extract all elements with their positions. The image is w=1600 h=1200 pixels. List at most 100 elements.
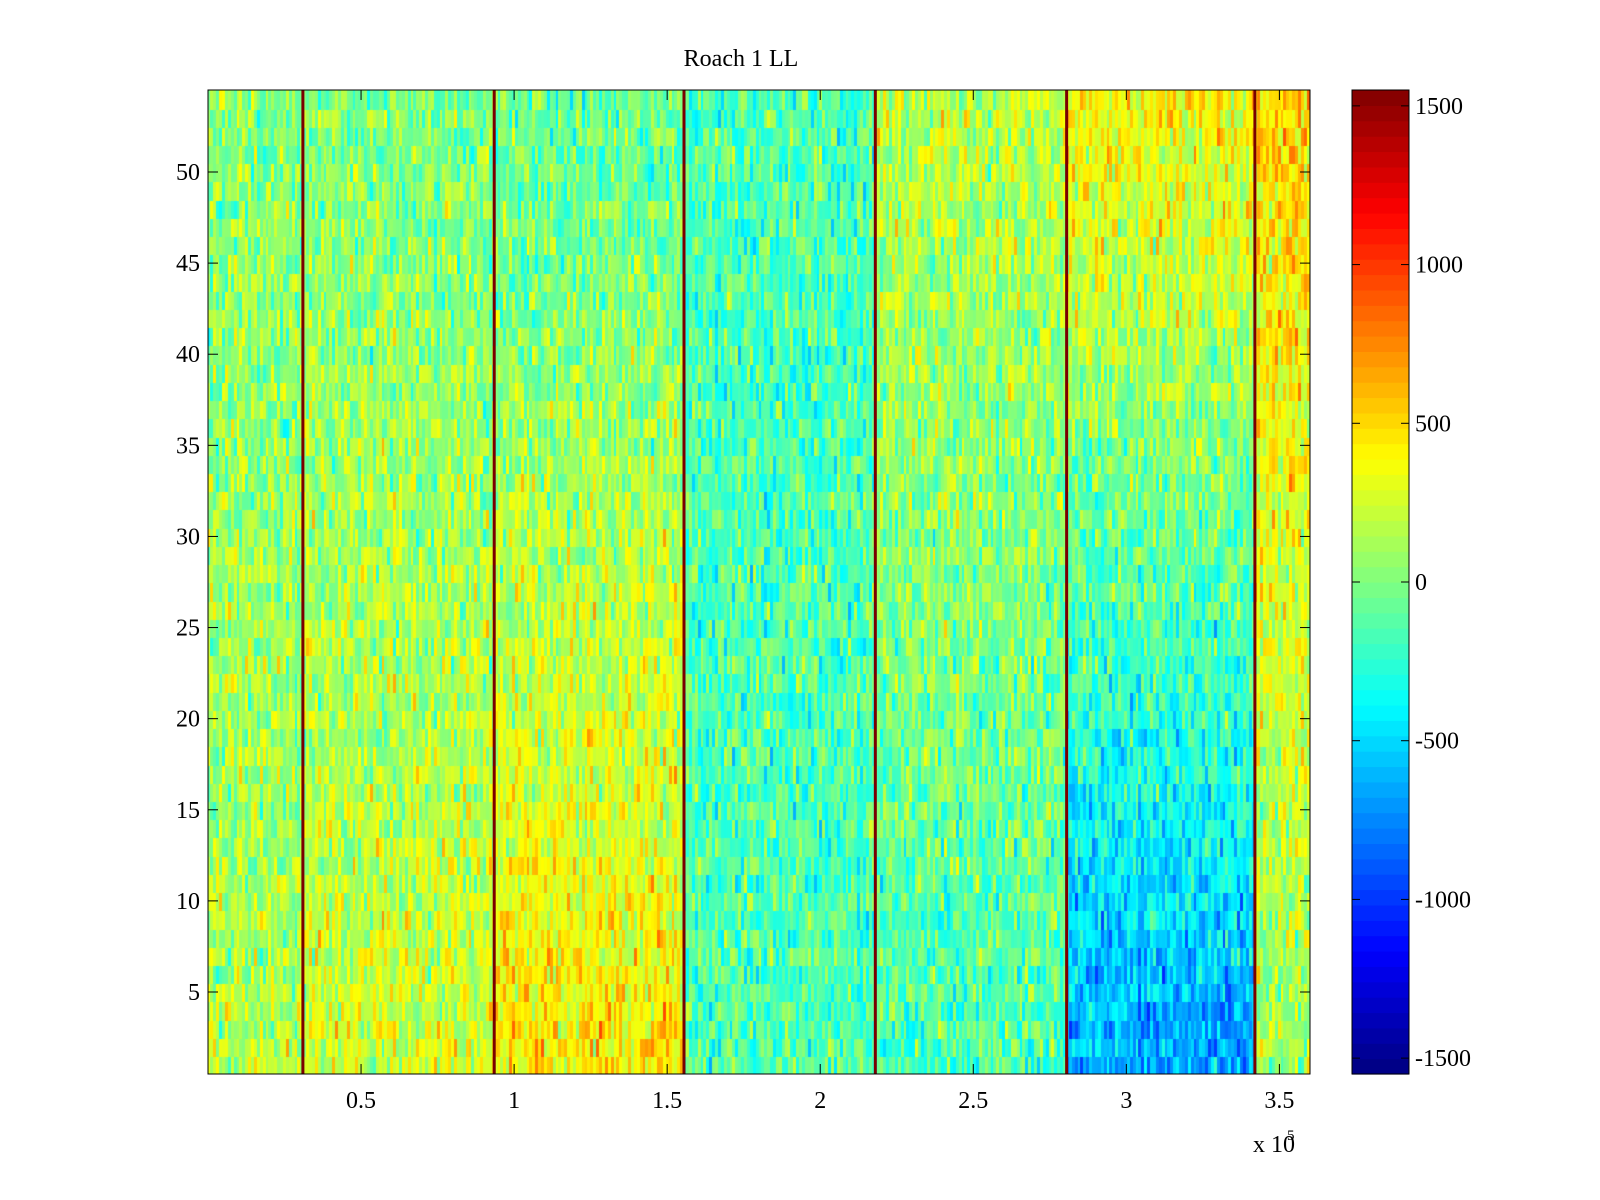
x-tick-label: 2.5 (958, 1088, 988, 1114)
colorbar-band (1352, 136, 1409, 153)
colorbar-band (1352, 628, 1409, 645)
y-axis-ticks: 5 10 15 20 25 30 35 40 45 50 (176, 160, 1310, 1006)
y-tick-label: 20 (176, 707, 200, 733)
colorbar-band (1352, 1058, 1409, 1075)
x-tick-label: 1.5 (652, 1088, 682, 1114)
boundary-lines (301, 90, 1257, 1074)
colorbar-band (1352, 90, 1409, 106)
x-tick-label: 2 (814, 1088, 826, 1114)
colorbar-band (1352, 981, 1409, 998)
colorbar-band (1352, 935, 1409, 952)
colorbar-band (1352, 428, 1409, 445)
colorbar-tick-label: 500 (1415, 411, 1451, 437)
colorbar-band (1352, 751, 1409, 768)
x-exponent-label: x 10 (1253, 1132, 1295, 1158)
colorbar-tick-label: -500 (1415, 729, 1459, 755)
colorbar-tick-label: -1000 (1415, 887, 1471, 913)
colorbar-band (1352, 151, 1409, 168)
colorbar-band (1352, 1027, 1409, 1044)
x-axis-ticks: 0.5 1 1.5 2 2.5 3 3.5 (346, 90, 1294, 1114)
colorbar-band (1352, 951, 1409, 967)
colorbar-band (1352, 320, 1409, 337)
y-tick-label: 30 (176, 524, 200, 550)
colorbar-band (1352, 889, 1409, 906)
colorbar-band (1352, 213, 1409, 229)
colorbar-band (1352, 105, 1409, 122)
y-tick-label: 5 (188, 980, 200, 1006)
y-tick-label: 10 (176, 889, 200, 915)
colorbar-band (1352, 443, 1409, 460)
colorbar-tick-label: 1500 (1415, 94, 1463, 120)
colorbar-band (1352, 689, 1409, 706)
x-tick-label: 3 (1120, 1088, 1132, 1114)
colorbar-band (1352, 966, 1409, 983)
x-exponent-power: 5 (1287, 1128, 1295, 1144)
colorbar-band (1352, 459, 1409, 475)
colorbar-band (1352, 551, 1409, 568)
y-tick-label: 25 (176, 616, 200, 642)
chart-title: Roach 1 LL (684, 46, 799, 72)
colorbar-band (1352, 120, 1409, 137)
colorbar-band (1352, 412, 1409, 429)
colorbar-band (1352, 812, 1409, 829)
y-tick-label: 40 (176, 342, 200, 368)
colorbar-band (1352, 643, 1409, 660)
axes-frame (207, 89, 1311, 1075)
colorbar-band (1352, 274, 1409, 291)
x-tick-label: 1 (508, 1088, 520, 1114)
colorbar-band (1352, 843, 1409, 860)
y-tick-label: 35 (176, 433, 200, 459)
colorbar-band (1352, 305, 1409, 322)
colorbar-band (1352, 781, 1409, 798)
colorbar-band (1352, 259, 1409, 276)
y-tick-label: 50 (176, 160, 200, 186)
colorbar-band (1352, 243, 1409, 260)
colorbar-band (1352, 166, 1409, 183)
colorbar-band (1352, 366, 1409, 383)
colorbar-band (1352, 489, 1409, 506)
colorbar-band (1352, 1012, 1409, 1029)
heatmap-image (208, 90, 1310, 1074)
colorbar-tick-label: 0 (1415, 570, 1427, 596)
colorbar-band (1352, 505, 1409, 522)
colorbar-band (1352, 351, 1409, 368)
colorbar-band (1352, 705, 1409, 721)
heatmap-cells (208, 90, 1310, 1074)
colorbar-band (1352, 597, 1409, 614)
colorbar-band (1352, 904, 1409, 921)
x-tick-label: 0.5 (346, 1088, 376, 1114)
colorbar (1352, 90, 1409, 1075)
colorbar-band (1352, 658, 1409, 675)
colorbar-band (1352, 566, 1409, 583)
colorbar-band (1352, 474, 1409, 491)
y-tick-label: 45 (176, 251, 200, 277)
colorbar-ticks: -1500 -1000 -500 0 500 1000 1500 (1352, 94, 1471, 1072)
colorbar-band (1352, 674, 1409, 691)
colorbar-band (1352, 720, 1409, 737)
colorbar-band (1352, 520, 1409, 537)
colorbar-band (1352, 874, 1409, 891)
colorbar-tick-label: 1000 (1415, 253, 1463, 279)
colorbar-band (1352, 766, 1409, 783)
colorbar-band (1352, 797, 1409, 814)
colorbar-band (1352, 197, 1409, 214)
colorbar-band (1352, 735, 1409, 752)
colorbar-band (1352, 289, 1409, 306)
colorbar-band (1352, 582, 1409, 598)
colorbar-band (1352, 920, 1409, 937)
colorbar-band (1352, 1043, 1409, 1060)
x-tick-label: 3.5 (1264, 1088, 1294, 1114)
colorbar-band (1352, 858, 1409, 875)
colorbar-tick-label: -1500 (1415, 1046, 1471, 1072)
colorbar-band (1352, 336, 1409, 352)
colorbar-band (1352, 997, 1409, 1014)
y-tick-label: 15 (176, 798, 200, 824)
colorbar-band (1352, 382, 1409, 399)
colorbar-band (1352, 228, 1409, 245)
colorbar-band (1352, 397, 1409, 414)
colorbar-band (1352, 828, 1409, 844)
colorbar-band (1352, 612, 1409, 629)
colorbar-band (1352, 535, 1409, 552)
colorbar-band (1352, 182, 1409, 199)
